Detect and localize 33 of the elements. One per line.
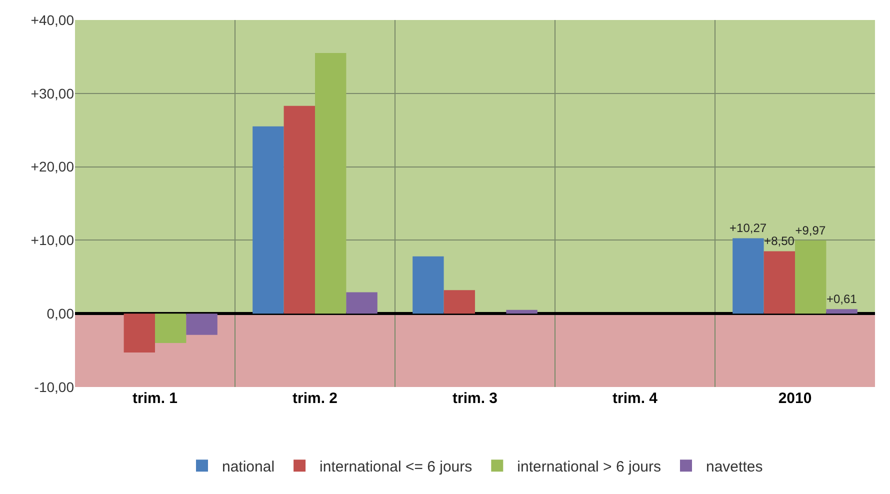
x-tick-label: trim. 4: [612, 390, 658, 407]
bar: [124, 314, 155, 352]
bar: [732, 238, 764, 314]
bar: [506, 310, 538, 314]
data-label: +10,27: [730, 221, 767, 236]
bar: [444, 290, 475, 314]
bar: [252, 126, 284, 314]
bar: [764, 251, 795, 314]
x-tick-label: 2010: [778, 390, 812, 407]
bar: [315, 53, 346, 314]
bar: [795, 240, 826, 314]
bar: [346, 292, 378, 314]
y-tick-label: +30,00: [30, 85, 74, 102]
bar: [186, 314, 218, 335]
y-tick-label: 0,00: [46, 306, 74, 322]
y-tick-label: +40,00: [30, 12, 74, 28]
legend-label: national: [222, 458, 275, 476]
bar: [412, 256, 444, 314]
bar: [155, 314, 186, 343]
y-tick-label: +10,00: [30, 232, 74, 248]
y-tick-label: -10,00: [34, 378, 74, 395]
bar: [826, 309, 858, 314]
data-label: +9,97: [795, 223, 826, 238]
data-label: +8,50: [764, 234, 795, 248]
legend-label: navettes: [706, 458, 763, 476]
x-tick-label: trim. 2: [292, 390, 338, 407]
legend-label: international > 6 jours: [517, 458, 661, 476]
data-label: +0,61: [826, 292, 858, 306]
x-tick-label: trim. 3: [452, 390, 498, 407]
legend-label: international <= 6 jours: [320, 458, 472, 476]
bar: [284, 106, 315, 314]
x-tick-label: trim. 1: [132, 390, 178, 407]
y-tick-label: +20,00: [30, 158, 74, 175]
